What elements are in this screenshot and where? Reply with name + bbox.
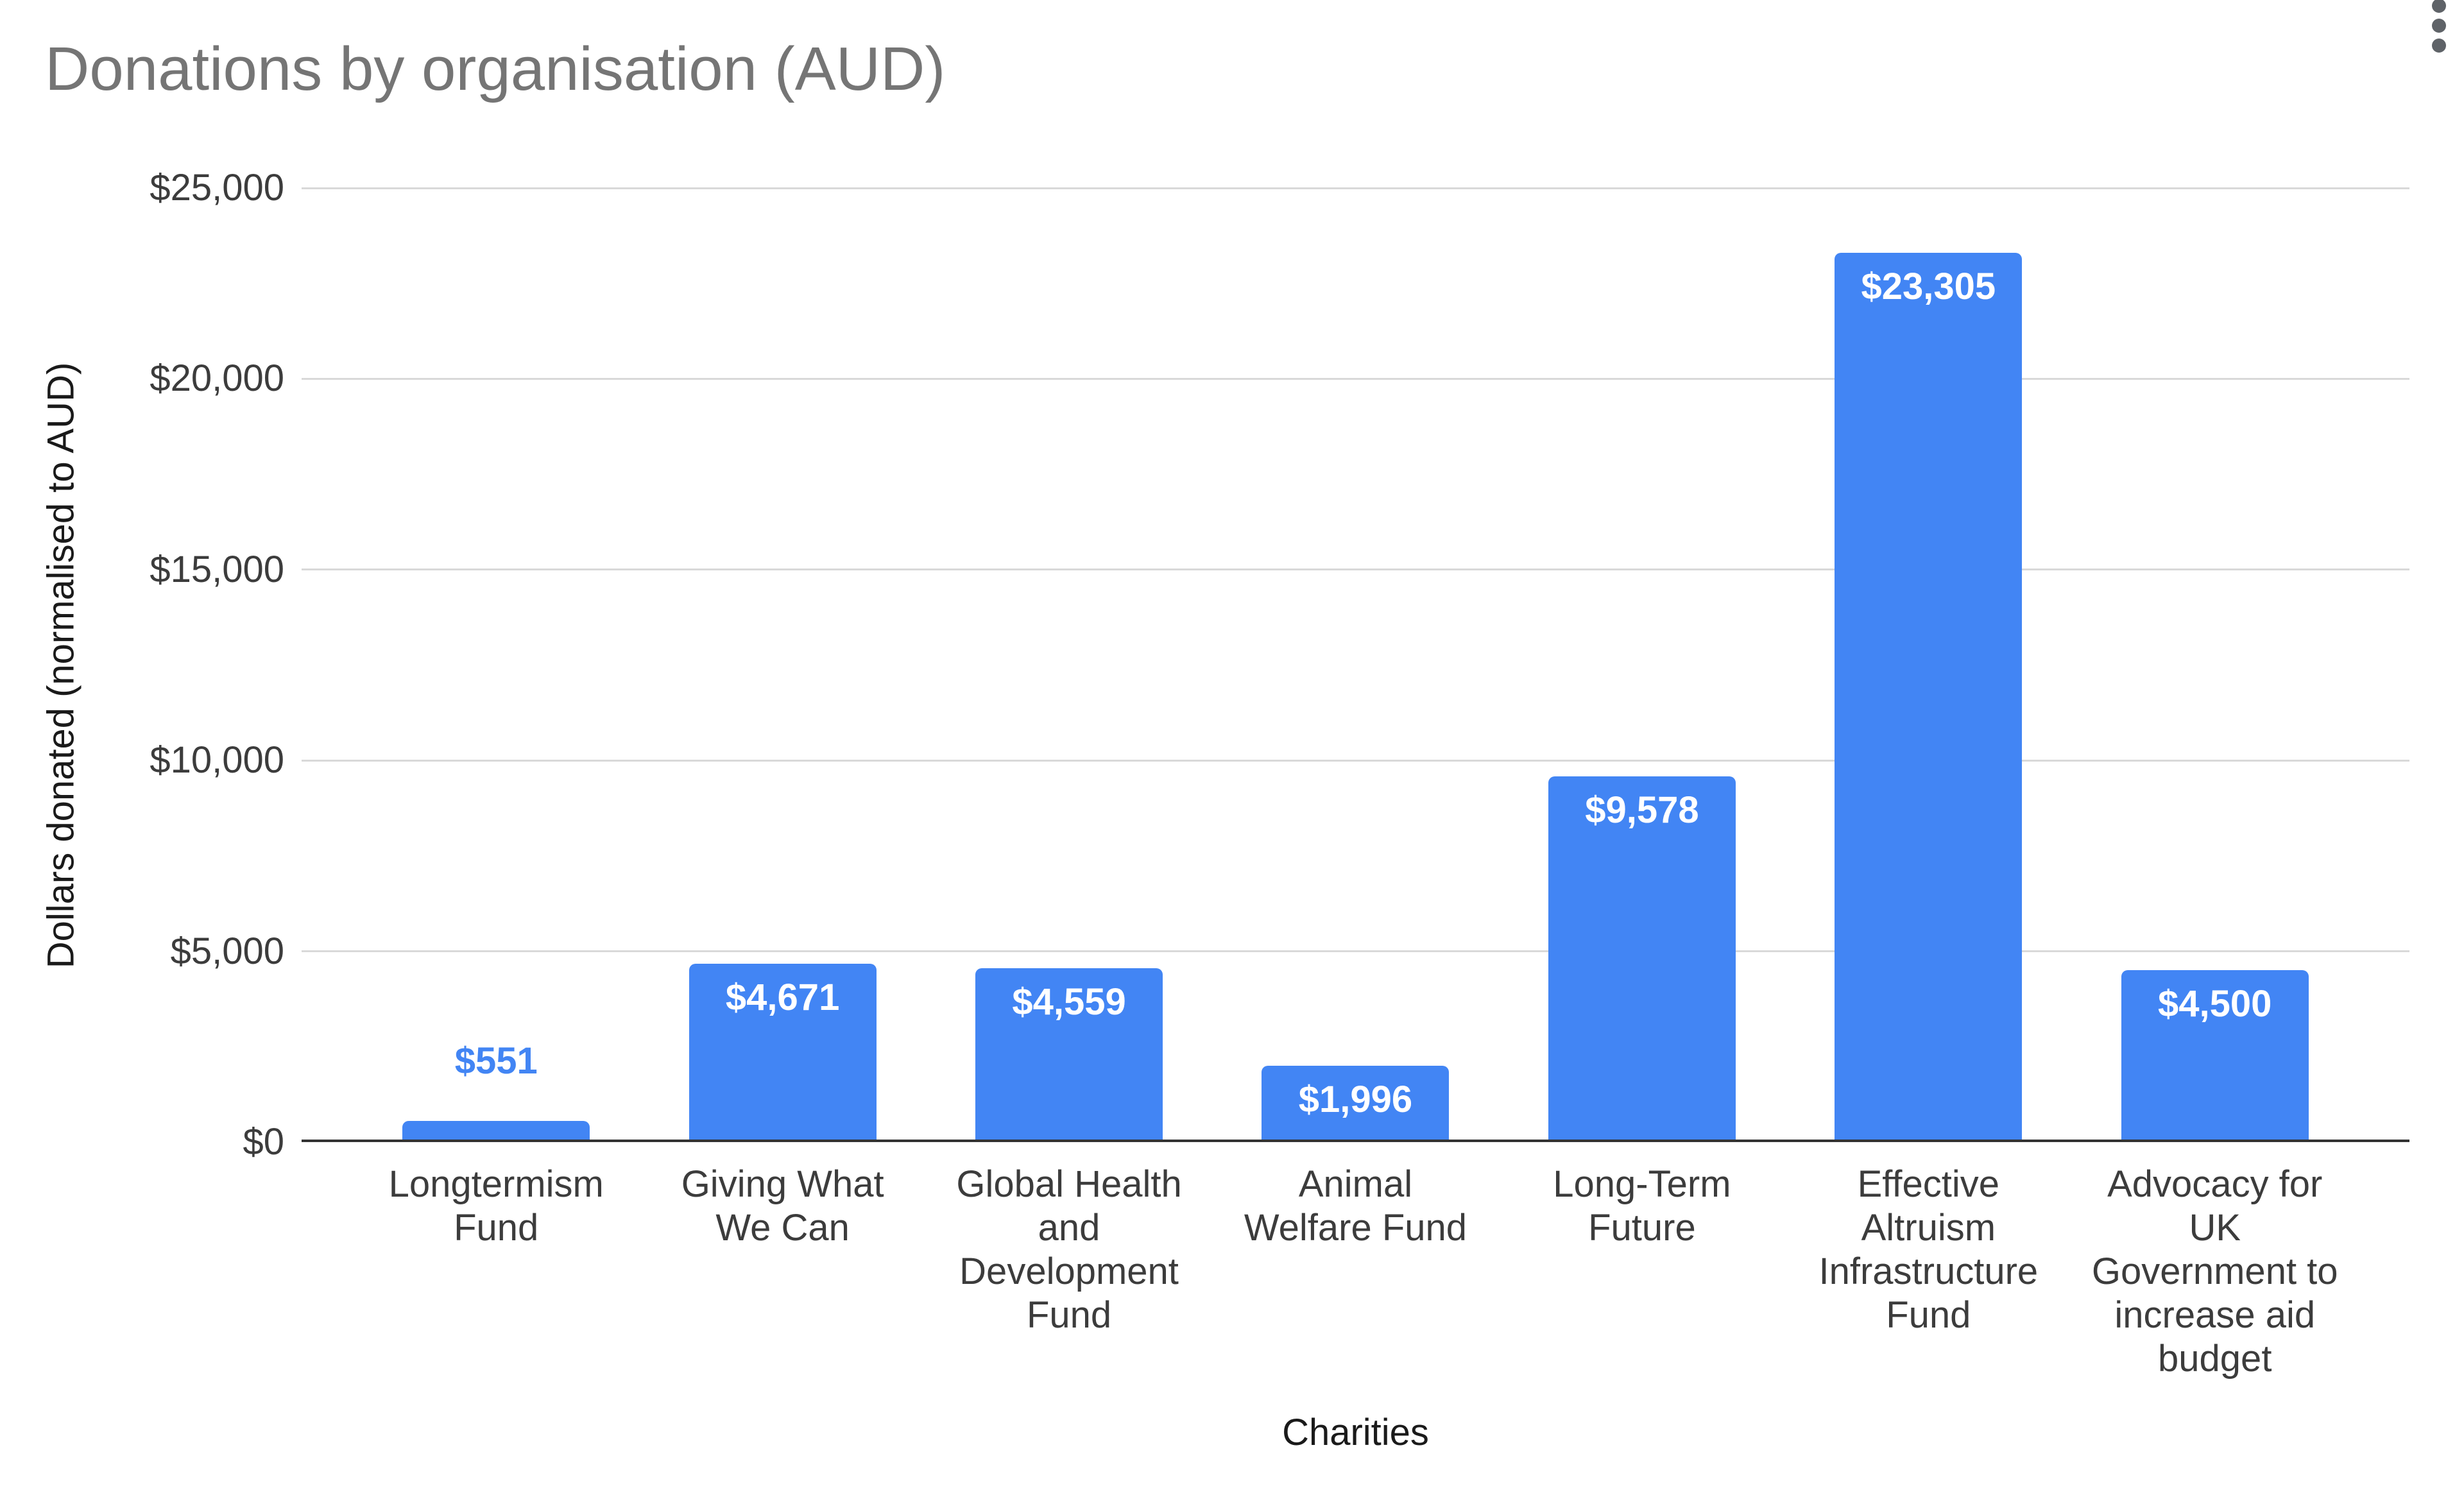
bar-value-label: $4,500	[2158, 983, 2272, 1025]
y-axis-tick-label: $15,000	[150, 548, 284, 590]
gridline	[302, 568, 2409, 571]
y-axis-tick-label: $0	[243, 1121, 284, 1163]
kebab-menu-dot	[2432, 19, 2446, 33]
bar-slot-longtermism-fund: $551	[353, 188, 639, 1142]
bar-long-term-future[interactable]	[1548, 776, 1736, 1142]
plot-area: $551 $4,671 $4,559 $1,996 $9,578 $23,305 $4,50…	[302, 187, 2409, 1142]
bar-value-label: $9,578	[1585, 789, 1699, 832]
bar-slot-animal-welfare-fund: $1,996	[1212, 188, 1498, 1142]
gridline	[302, 950, 2409, 953]
x-axis-category-label-giving-what-we-can: Giving What We Can	[681, 1163, 884, 1249]
bar-slot-global-health-and-development-fund: $4,559	[926, 188, 1212, 1142]
chart-title: Donations by organisation (AUD)	[45, 35, 946, 103]
bar-longtermism-fund[interactable]	[402, 1121, 590, 1142]
bars-layer: $551 $4,671 $4,559 $1,996 $9,578 $23,305 $4,50…	[353, 188, 2358, 1142]
bar-slot-effective-altruism-infrastructure-fund: $23,305	[1785, 188, 2071, 1142]
y-axis-title: Dollars donated (normalised to AUD)	[40, 362, 82, 968]
bar-effective-altruism-infrastructure-fund[interactable]	[1835, 252, 2023, 1142]
bar-value-label: $551	[454, 1040, 538, 1082]
gridline	[302, 377, 2409, 380]
x-axis-category-label-effective-altruism-infrastructure-fund: Effective Altruism Infrastructure Fund	[1818, 1163, 2039, 1336]
kebab-menu-dot	[2432, 38, 2446, 53]
x-axis-category-label-longtermism-fund: Longtermism Fund	[388, 1163, 604, 1249]
x-axis-category-label-animal-welfare-fund: Animal Welfare Fund	[1244, 1163, 1467, 1249]
y-axis-tick-label: $10,000	[150, 739, 284, 782]
x-axis-category-labels: Longtermism Fund Giving What We Can Global…	[353, 1163, 2358, 1381]
bar-value-label: $1,996	[1298, 1079, 1413, 1121]
bar-global-health-and-development-fund[interactable]	[975, 968, 1163, 1142]
gridline	[302, 759, 2409, 762]
bar-slot-long-term-future: $9,578	[1499, 188, 1785, 1142]
bar-animal-welfare-fund[interactable]	[1262, 1066, 1450, 1142]
x-axis-title: Charities	[1282, 1412, 1429, 1453]
y-axis-tick-label: $25,000	[150, 167, 284, 209]
x-axis-category-label-long-term-future: Long-Term Future	[1553, 1163, 1731, 1249]
bar-advocacy-for-uk-government-to-increase-aid-budget[interactable]	[2121, 970, 2309, 1142]
bar-value-label: $4,559	[1012, 980, 1126, 1023]
chart-options-menu-button[interactable]	[2429, 0, 2449, 54]
y-axis-tick-label: $20,000	[150, 357, 284, 400]
bar-value-label: $4,671	[725, 977, 840, 1019]
gridline	[302, 187, 2409, 189]
kebab-menu-dot	[2432, 0, 2446, 13]
bar-value-label: $23,305	[1861, 265, 1996, 307]
bar-slot-giving-what-we-can: $4,671	[639, 188, 925, 1142]
x-axis-category-label-advocacy-for-uk-government-to-increase-aid-budget: Advocacy for UK Government to increase a…	[2091, 1163, 2338, 1380]
bar-slot-advocacy-for-uk-government-to-increase-aid-budget: $4,500	[2072, 188, 2358, 1142]
y-axis-tick-label: $5,000	[170, 930, 284, 972]
x-axis-category-label-global-health-and-development-fund: Global Health and Development Fund	[956, 1163, 1182, 1336]
bar-giving-what-we-can[interactable]	[689, 964, 877, 1142]
x-axis-baseline	[302, 1140, 2409, 1142]
